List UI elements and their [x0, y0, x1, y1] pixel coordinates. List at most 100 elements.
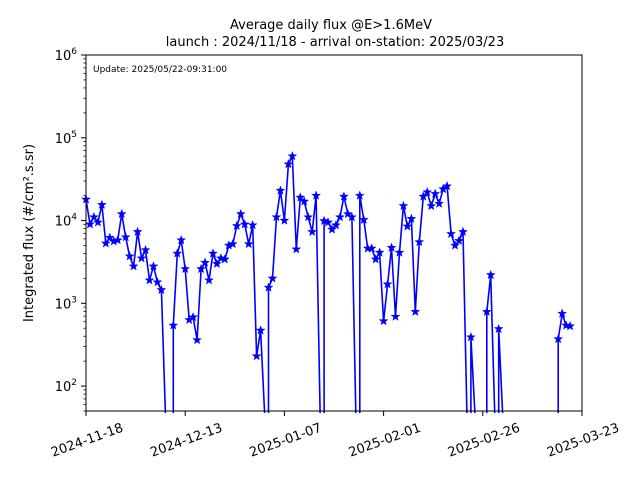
data-point	[406, 213, 417, 223]
data-point	[398, 200, 409, 211]
data-point	[124, 251, 135, 261]
data-point	[180, 263, 191, 274]
x-tick-label: 2024-12-13	[148, 421, 224, 461]
x-axis: 2024-11-18 2024-12-13 2025-01-07 2025-02-01…	[49, 411, 621, 461]
data-point	[291, 244, 302, 254]
y-tick-label: 106	[55, 47, 78, 64]
data-point	[454, 235, 464, 245]
data-point	[307, 226, 318, 237]
y-axis-label: Integrated flux (#/cm².s.sr)	[22, 144, 37, 322]
data-point	[204, 275, 214, 285]
data-point	[386, 242, 397, 252]
data-point	[196, 263, 207, 274]
data-point	[239, 219, 250, 229]
series-group	[81, 150, 576, 414]
data-point	[140, 244, 151, 255]
data-point	[465, 331, 476, 342]
data-point	[450, 240, 460, 250]
plot-area	[86, 55, 582, 411]
data-point	[442, 181, 453, 191]
data-point	[493, 323, 504, 334]
data-point	[402, 221, 413, 231]
data-point	[279, 215, 290, 225]
data-point	[394, 247, 405, 257]
data-point	[481, 306, 492, 316]
chart-subtitle: launch : 2024/11/18 - arrival on-station…	[166, 35, 504, 50]
data-point	[263, 282, 274, 292]
data-point	[565, 320, 576, 331]
data-point	[426, 200, 437, 211]
plot-frame	[85, 54, 583, 412]
data-point	[200, 257, 210, 267]
data-point	[283, 158, 294, 169]
data-point	[295, 192, 306, 202]
data-point	[374, 247, 385, 257]
data-point	[192, 334, 203, 345]
data-point	[128, 261, 139, 271]
x-tick-label: 2025-01-07	[248, 421, 324, 461]
data-point	[327, 224, 337, 234]
data-point	[458, 226, 468, 237]
data-point	[231, 220, 242, 231]
data-point	[168, 320, 179, 330]
data-point	[255, 325, 266, 335]
data-point	[335, 211, 345, 222]
data-point	[378, 315, 389, 326]
data-point	[212, 258, 222, 269]
data-point	[172, 248, 183, 258]
data-point	[311, 190, 322, 200]
data-point	[299, 196, 310, 206]
data-point	[446, 228, 456, 239]
y-tick-label: 103	[55, 295, 77, 312]
data-point	[148, 261, 159, 271]
data-point	[287, 150, 298, 161]
data-point	[390, 311, 401, 321]
y-axis: 102 103 104 105 106	[55, 47, 86, 412]
data-point	[120, 231, 131, 242]
x-tick-label: 2024-11-18	[49, 421, 125, 461]
data-point	[557, 308, 568, 318]
data-point	[267, 273, 278, 283]
data-point	[92, 217, 103, 227]
data-point	[219, 254, 230, 264]
data-point	[156, 284, 167, 295]
data-point	[116, 208, 127, 219]
y-tick-label: 105	[55, 130, 77, 147]
data-point	[418, 191, 429, 201]
data-point	[303, 211, 314, 222]
data-point	[338, 191, 349, 201]
data-point	[96, 199, 107, 209]
data-point	[176, 234, 187, 245]
data-point	[112, 234, 123, 245]
data-point	[227, 238, 238, 249]
x-tick-label: 2025-02-01	[347, 421, 423, 461]
data-point	[430, 188, 441, 199]
data-point	[434, 198, 445, 208]
data-point	[485, 269, 496, 280]
data-point	[414, 236, 425, 247]
data-point	[370, 254, 381, 264]
data-point	[243, 238, 254, 249]
y-tick-label: 104	[55, 213, 78, 230]
data-point	[358, 214, 369, 225]
data-point	[271, 211, 282, 222]
data-point	[422, 187, 433, 197]
x-tick-label: 2025-02-26	[446, 421, 522, 461]
data-point	[366, 243, 377, 253]
data-point	[188, 311, 199, 322]
y-tick-label: 102	[55, 378, 77, 395]
chart-title: Average daily flux @E>1.6MeV	[230, 18, 432, 33]
update-annotation: Update: 2025/05/22-09:31:00	[93, 65, 227, 75]
data-point	[346, 211, 357, 222]
data-point	[323, 217, 333, 227]
data-point	[85, 219, 95, 229]
data-point	[152, 276, 163, 287]
data-point	[89, 211, 99, 222]
data-point	[331, 219, 341, 230]
data-point	[235, 208, 246, 219]
data-point	[247, 219, 258, 230]
data-point	[382, 279, 393, 289]
data-point	[132, 226, 143, 237]
x-tick-label: 2025-03-23	[545, 421, 621, 461]
